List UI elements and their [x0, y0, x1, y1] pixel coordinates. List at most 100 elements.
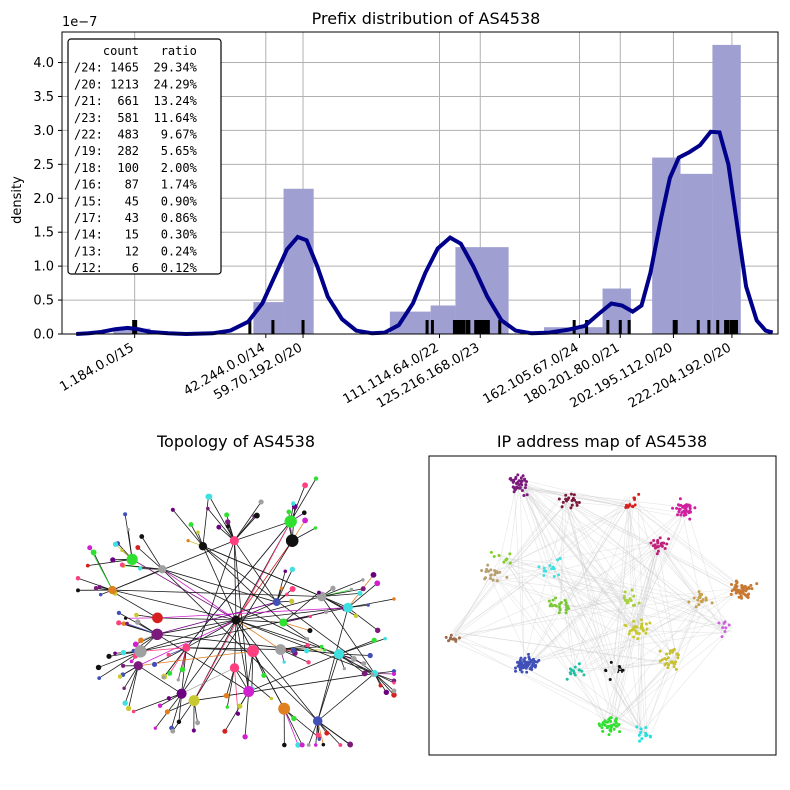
y-tick-label: 4.0	[33, 56, 54, 71]
ipmap-link	[522, 482, 674, 664]
rug-mark	[672, 320, 678, 334]
ipmap-link	[550, 566, 635, 596]
topology-node	[167, 670, 173, 676]
topology-node	[374, 627, 381, 634]
topology-edge	[226, 667, 235, 696]
topology-edge	[156, 633, 249, 692]
ipmap-link	[636, 636, 644, 729]
ipmap-link	[669, 588, 740, 661]
ipmap-link	[521, 487, 689, 519]
ipmap-link	[524, 489, 635, 629]
topology-edge	[137, 547, 163, 570]
ipmap-point	[529, 659, 533, 663]
topology-node	[97, 584, 102, 589]
ipmap-point	[621, 668, 625, 672]
topology-node	[164, 709, 170, 715]
ipmap-point	[678, 507, 682, 511]
topology-node	[129, 659, 134, 664]
ipmap-point	[491, 578, 495, 582]
ipmap-link	[489, 578, 633, 596]
ipmap-link	[525, 484, 654, 548]
ipmap-link	[451, 632, 523, 663]
ipmap-point	[635, 725, 639, 729]
ipmap-link	[457, 596, 702, 636]
ipmap-point	[704, 596, 708, 600]
ipmap-point	[557, 497, 561, 501]
topology-node	[125, 705, 132, 712]
rug-mark	[248, 320, 252, 334]
ipmap-point	[609, 660, 613, 664]
ipmap-point	[608, 678, 612, 682]
ipmap-link	[524, 483, 626, 594]
topology-node	[330, 585, 336, 591]
ipmap-point	[520, 670, 524, 674]
ipmap-point	[525, 663, 529, 667]
ipmap-point	[444, 635, 448, 639]
ipmap-point	[564, 493, 568, 497]
ipmap-point	[677, 510, 681, 514]
ipmap-point	[668, 651, 672, 655]
topology-edge	[162, 568, 237, 621]
topology-node	[288, 598, 295, 604]
ipmap-point	[570, 503, 574, 507]
ipmap-link	[629, 501, 732, 628]
ipmap-link	[562, 604, 670, 662]
ipmap-link	[566, 505, 611, 675]
ipmap-link	[504, 558, 699, 599]
ipmap-point	[556, 558, 560, 562]
topology-network	[75, 476, 397, 748]
ipmap-point	[636, 637, 640, 641]
ipmap-point	[486, 563, 490, 567]
ipmap-point	[508, 552, 512, 556]
ipmap-link	[701, 596, 723, 632]
ipmap-point	[542, 574, 546, 578]
ipmap-point	[554, 596, 558, 600]
topology-edge	[224, 691, 250, 732]
ipmap-point	[598, 724, 602, 728]
prefix-histogram: Prefix distribution of AS4538 1e−7 densi…	[10, 9, 779, 411]
ipmap-link	[511, 507, 631, 564]
ipmap-link	[564, 500, 675, 657]
ipmap-link	[611, 512, 684, 675]
ipmap-link	[569, 505, 616, 726]
ipmap-point	[483, 577, 487, 581]
topology-edge	[87, 558, 133, 567]
ipmap-link	[504, 558, 555, 564]
topology-node	[90, 549, 97, 556]
ipmap-point	[640, 622, 644, 626]
topology-edge	[235, 540, 293, 621]
ipmap-link	[576, 595, 634, 677]
ipmap-point	[623, 590, 627, 594]
topology-edge	[233, 540, 237, 621]
ipmap-link	[506, 556, 576, 672]
topology-edge	[193, 540, 293, 701]
topology-node	[120, 649, 127, 656]
ipmap-point	[628, 629, 632, 633]
ipmap-link	[610, 667, 616, 679]
ipmap-link	[637, 507, 648, 735]
ipmap-link	[607, 541, 662, 731]
ipmap-link	[521, 483, 617, 727]
topology-edge	[140, 607, 349, 652]
ipmap-link	[564, 496, 626, 602]
histogram-bar	[283, 188, 314, 334]
ipmap-link	[524, 482, 552, 568]
ipmap-point	[618, 730, 622, 734]
ipmap-point	[520, 479, 524, 483]
topology-node	[225, 519, 231, 525]
topology-edge	[77, 577, 113, 591]
topology-node	[133, 661, 143, 671]
ipmap-link	[520, 622, 642, 664]
ipmap-point	[665, 542, 669, 546]
ipmap-point	[644, 631, 648, 635]
ipmap-point	[688, 510, 692, 514]
topology-edge	[114, 592, 158, 619]
topology-node	[312, 716, 323, 726]
ipmap-point	[639, 618, 643, 622]
topology-node	[158, 565, 167, 574]
topology-title: Topology of AS4538	[156, 432, 315, 451]
topology-node	[289, 566, 296, 572]
topology-node	[391, 671, 397, 677]
ipmap-point	[631, 603, 635, 607]
topology-edge	[154, 647, 187, 665]
